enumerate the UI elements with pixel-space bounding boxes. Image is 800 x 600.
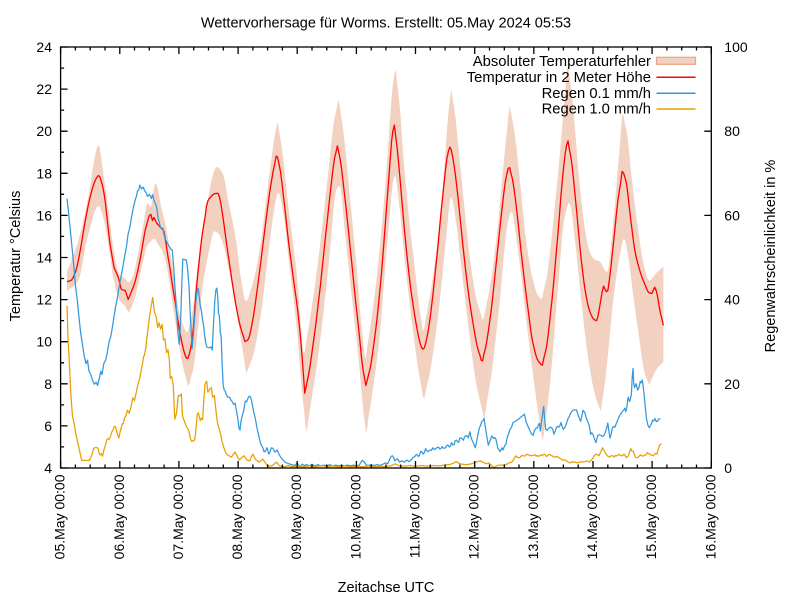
svg-text:20: 20 (36, 123, 52, 139)
svg-text:12.May 00:00: 12.May 00:00 (466, 474, 482, 559)
svg-text:22: 22 (36, 81, 52, 97)
svg-text:Temperatur in 2 Meter Höhe: Temperatur in 2 Meter Höhe (467, 70, 651, 86)
svg-text:0: 0 (724, 460, 732, 476)
svg-text:14: 14 (36, 250, 52, 266)
svg-text:Temperatur °Celsius: Temperatur °Celsius (8, 191, 24, 322)
svg-text:14.May 00:00: 14.May 00:00 (584, 474, 600, 559)
svg-text:Regen 1.0 mm/h: Regen 1.0 mm/h (542, 102, 651, 118)
svg-text:Absoluter Temperaturfehler: Absoluter Temperaturfehler (473, 54, 651, 70)
svg-text:16.May 00:00: 16.May 00:00 (702, 474, 718, 559)
svg-text:20: 20 (724, 376, 740, 392)
svg-text:Regen 0.1 mm/h: Regen 0.1 mm/h (542, 86, 651, 102)
svg-text:10.May 00:00: 10.May 00:00 (347, 474, 363, 559)
svg-text:8: 8 (44, 376, 52, 392)
svg-text:13.May 00:00: 13.May 00:00 (525, 474, 541, 559)
svg-text:05.May 00:00: 05.May 00:00 (52, 474, 68, 559)
svg-text:24: 24 (36, 39, 52, 55)
svg-text:15.May 00:00: 15.May 00:00 (643, 474, 659, 559)
svg-text:16: 16 (36, 207, 52, 223)
svg-text:11.May 00:00: 11.May 00:00 (407, 474, 423, 558)
svg-text:40: 40 (724, 292, 740, 308)
svg-text:Zeitachse UTC: Zeitachse UTC (338, 580, 435, 596)
svg-text:6: 6 (44, 418, 52, 434)
svg-text:80: 80 (724, 123, 740, 139)
svg-text:07.May 00:00: 07.May 00:00 (170, 474, 186, 559)
svg-text:4: 4 (44, 460, 52, 476)
svg-text:Regenwahrscheinlichkeit in %: Regenwahrscheinlichkeit in % (763, 160, 779, 353)
svg-text:10: 10 (36, 334, 52, 350)
svg-text:Wettervorhersage für Worms. Er: Wettervorhersage für Worms. Erstellt: 05… (201, 16, 571, 32)
svg-text:06.May 00:00: 06.May 00:00 (111, 474, 127, 559)
svg-text:09.May 00:00: 09.May 00:00 (288, 474, 304, 559)
svg-text:18: 18 (36, 165, 52, 181)
svg-text:12: 12 (36, 292, 52, 308)
svg-text:60: 60 (724, 207, 740, 223)
svg-text:100: 100 (724, 39, 748, 55)
svg-text:08.May 00:00: 08.May 00:00 (229, 474, 245, 559)
